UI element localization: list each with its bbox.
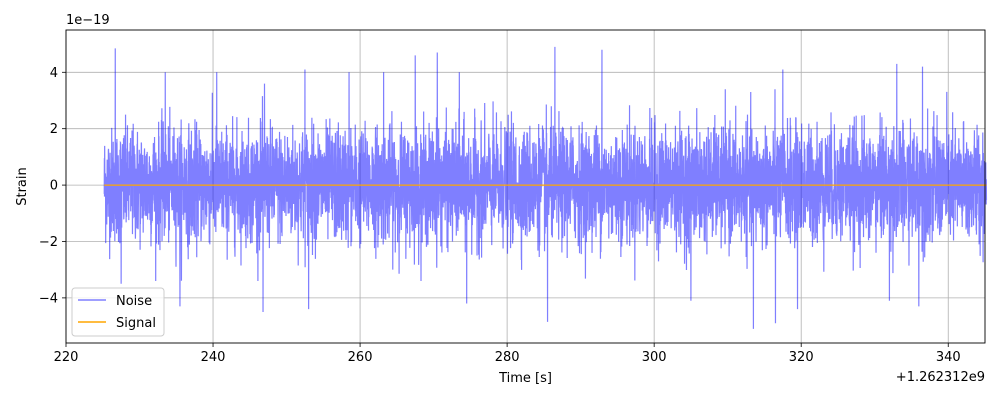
y-tick-label: 0 (50, 179, 58, 194)
x-tick-label: 220 (54, 350, 79, 365)
legend: Noise Signal (71, 287, 165, 337)
x-axis-label: Time [s] (498, 371, 552, 386)
x-tick-label: 320 (789, 350, 814, 365)
x-tick-label: 300 (642, 350, 667, 365)
x-tick-label: 260 (348, 350, 373, 365)
y-scale-label: 1e−19 (66, 13, 110, 28)
y-axis-label: Strain (15, 167, 30, 206)
ticks: 220 240 260 280 300 320 340 −4 −2 0 2 4 (39, 66, 961, 365)
x-offset-label: +1.262312e9 (896, 370, 985, 385)
plot-frame (65, 29, 986, 344)
x-tick-label: 280 (495, 350, 520, 365)
y-tick-label: −4 (39, 291, 58, 306)
legend-label-noise: Noise (116, 294, 152, 309)
x-tick-label: 240 (201, 350, 226, 365)
series-layer (103, 46, 988, 329)
y-tick-label: −2 (39, 235, 58, 250)
y-tick-label: 4 (50, 66, 58, 81)
legend-label-signal: Signal (116, 316, 156, 331)
x-tick-label: 340 (936, 350, 961, 365)
series-noise-line (103, 46, 988, 329)
y-tick-label: 2 (50, 122, 58, 137)
